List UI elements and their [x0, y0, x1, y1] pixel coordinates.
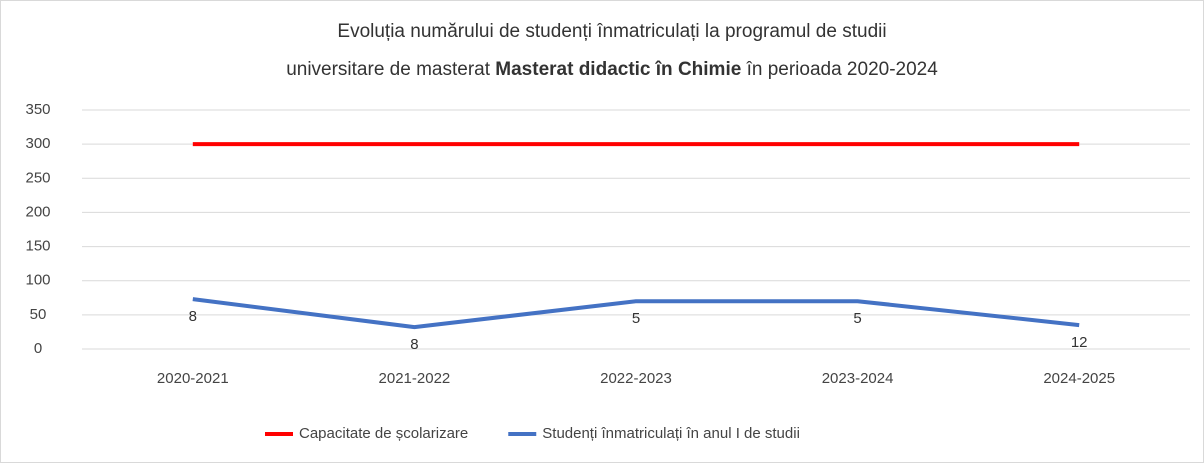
x-tick-label: 2021-2022 — [379, 370, 451, 387]
y-tick-label: 250 — [25, 169, 50, 186]
y-tick-label: 350 — [25, 101, 50, 118]
y-tick-label: 300 — [25, 135, 50, 152]
data-label: 5 — [853, 310, 861, 327]
line-series — [192, 297, 1080, 330]
y-tick-label: 150 — [25, 238, 50, 255]
x-tick-label: 2020-2021 — [157, 370, 229, 387]
legend-label: Studenți înmatriculați în anul I de stud… — [542, 425, 800, 442]
x-tick-label: 2022-2023 — [600, 370, 672, 387]
chart-title: Evoluția numărului de studenți înmatricu… — [337, 21, 886, 42]
title-part: în perioada 2020-2024 — [741, 59, 938, 80]
y-tick-label: 0 — [34, 340, 42, 357]
data-label: 12 — [1071, 334, 1088, 351]
title-part: Masterat didactic în Chimie — [495, 59, 741, 80]
x-tick-label: 2024-2025 — [1043, 370, 1115, 387]
y-tick-label: 200 — [25, 203, 50, 220]
chart-title: universitare de masterat Masterat didact… — [286, 59, 938, 80]
legend-label: Capacitate de școlarizare — [299, 425, 468, 442]
y-tick-label: 50 — [30, 306, 47, 323]
title-part: universitare de masterat — [286, 59, 495, 80]
x-tick-label: 2023-2024 — [822, 370, 894, 387]
data-label: 5 — [632, 310, 640, 327]
data-label: 8 — [189, 308, 197, 325]
data-label: 8 — [410, 336, 418, 353]
y-tick-label: 100 — [25, 272, 50, 289]
